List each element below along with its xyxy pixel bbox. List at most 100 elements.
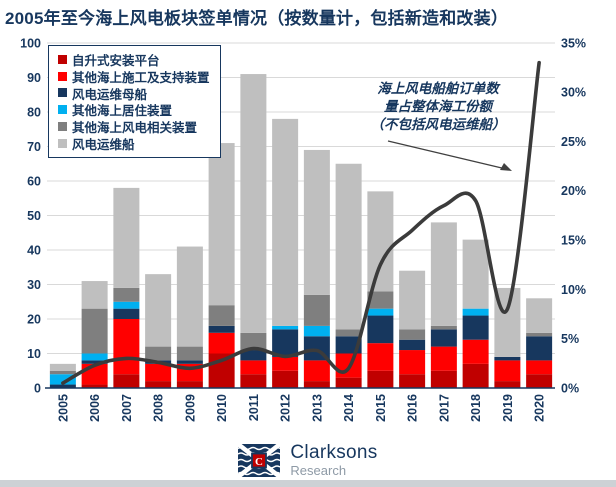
bar-segment (430, 329, 457, 347)
bar-segment (113, 308, 140, 319)
bar-segment (399, 329, 426, 340)
bar-segment (81, 384, 108, 388)
y-axis-right-tick: 25% (561, 135, 586, 149)
y-axis-left-tick: 20 (27, 312, 41, 326)
bar-segment (462, 363, 489, 388)
annotation-line: （不包括风电运维船） (370, 117, 506, 132)
bar-segment (272, 356, 299, 371)
bar-segment (430, 222, 457, 326)
legend-swatch-icon (58, 71, 67, 81)
bar-segment (176, 381, 203, 388)
y-axis-right-tick: 20% (561, 184, 586, 198)
bar-segment (526, 298, 553, 333)
bar-segment (113, 319, 140, 375)
bar-segment (462, 239, 489, 309)
bar-segment (399, 270, 426, 330)
y-axis-right-tick: 35% (561, 36, 586, 50)
y-axis-left-tick: 60 (27, 174, 41, 188)
bar-segment (272, 370, 299, 388)
bar-segment (113, 287, 140, 302)
footer-brand: C Clarksons Research (0, 440, 616, 480)
y-axis-right-tick: 0% (561, 381, 579, 395)
svg-text:C: C (255, 456, 263, 468)
legend-item: 其他海上施工及支持装置 (58, 68, 210, 85)
bar-segment (176, 360, 203, 364)
bar-segment (240, 332, 267, 351)
legend-label: 其他海上居住装置 (72, 104, 173, 119)
bar-segment (208, 143, 235, 306)
bar-segment (240, 374, 267, 388)
y-axis-left-tick: 0 (34, 381, 41, 395)
bar-segment (208, 305, 235, 326)
y-axis-left-tick: 90 (27, 71, 41, 85)
bar-segment (303, 325, 330, 337)
bar-segment (367, 370, 394, 388)
bar-segment (367, 343, 394, 371)
legend-item: 风电运维母船 (58, 85, 210, 102)
bar-segment (367, 291, 394, 309)
y-axis-left-tick: 100 (20, 36, 41, 50)
bar-segment (145, 346, 172, 361)
bar-segment (367, 191, 394, 292)
y-axis-left-tick: 40 (27, 243, 41, 257)
bar-segment (81, 360, 108, 364)
legend-swatch-icon (58, 122, 67, 132)
bar-segment (240, 350, 267, 361)
bar-segment (335, 329, 362, 337)
x-axis-tick: 2009 (183, 394, 197, 422)
clarksons-flag-icon: C (238, 443, 281, 477)
y-axis-left-tick: 80 (27, 105, 41, 119)
x-axis-tick: 2005 (56, 394, 70, 422)
chart-svg: 0 10 20 30 40 50 60 70 80 90 100 0% 5% 10% 15% 20% 25% 30… (20, 36, 586, 422)
bar-segment (367, 315, 394, 344)
legend-item: 其他海上居住装置 (58, 101, 210, 118)
bar-segment (113, 301, 140, 309)
legend-swatch-icon (58, 138, 67, 148)
bar-segment (335, 163, 362, 330)
bar-segment (113, 187, 140, 288)
bar-segment (240, 74, 267, 333)
bar-segment (399, 374, 426, 388)
y-axis-right-tick: 15% (561, 234, 586, 248)
bar-segment (494, 360, 521, 382)
y-axis-right-tick: 10% (561, 283, 586, 297)
x-axis-tick: 2013 (310, 394, 324, 422)
chart-legend: 自升式安装平台 其他海上施工及支持装置 风电运维母船 其他海上居住装置 其他海上风电相关… (48, 45, 221, 158)
x-axis-tick: 2008 (152, 394, 166, 422)
y-axis-left-tick: 50 (27, 209, 41, 223)
bar-segment (272, 325, 299, 330)
x-axis-tick: 2007 (120, 394, 134, 422)
bar-segment (145, 363, 172, 382)
window-bottom-strip (0, 480, 616, 487)
bar-segment (399, 339, 426, 351)
x-axis-tick: 2019 (501, 394, 515, 422)
annotation-line: 海上风电船舶订单数 (377, 81, 499, 96)
bar-segment (49, 370, 76, 375)
x-axis-tick: 2017 (437, 394, 451, 422)
annotation-line: 量占整体海工份额 (384, 99, 492, 114)
x-axis-tick: 2016 (406, 394, 420, 422)
legend-swatch-icon (58, 105, 67, 115)
bar-segment (176, 346, 203, 361)
bar-segment (240, 360, 267, 375)
x-axis-tick: 2020 (533, 394, 547, 422)
bar-segment (113, 374, 140, 388)
legend-label: 其他海上风电相关装置 (72, 121, 198, 136)
page-title: 2005年至今海上风电板块签单情况（按数量计，包括新造和改装） (5, 9, 509, 28)
legend-label: 风电运维母船 (72, 87, 148, 102)
legend-label: 其他海上施工及支持装置 (72, 70, 210, 85)
bar-segment (81, 353, 108, 361)
bar-segment (272, 329, 299, 357)
x-axis-tick: 2012 (279, 394, 293, 422)
bar-segment (49, 374, 76, 385)
bar-segment (399, 350, 426, 375)
bar-segment (303, 149, 330, 295)
legend-label: 风电运维船 (72, 137, 135, 152)
bar-segment (49, 384, 76, 388)
bar-segment (145, 381, 172, 388)
bar-segment (208, 332, 235, 354)
bar-segment (526, 336, 553, 361)
bar-segment (462, 308, 489, 316)
bar-segment (303, 294, 330, 326)
legend-swatch-icon (58, 88, 67, 98)
